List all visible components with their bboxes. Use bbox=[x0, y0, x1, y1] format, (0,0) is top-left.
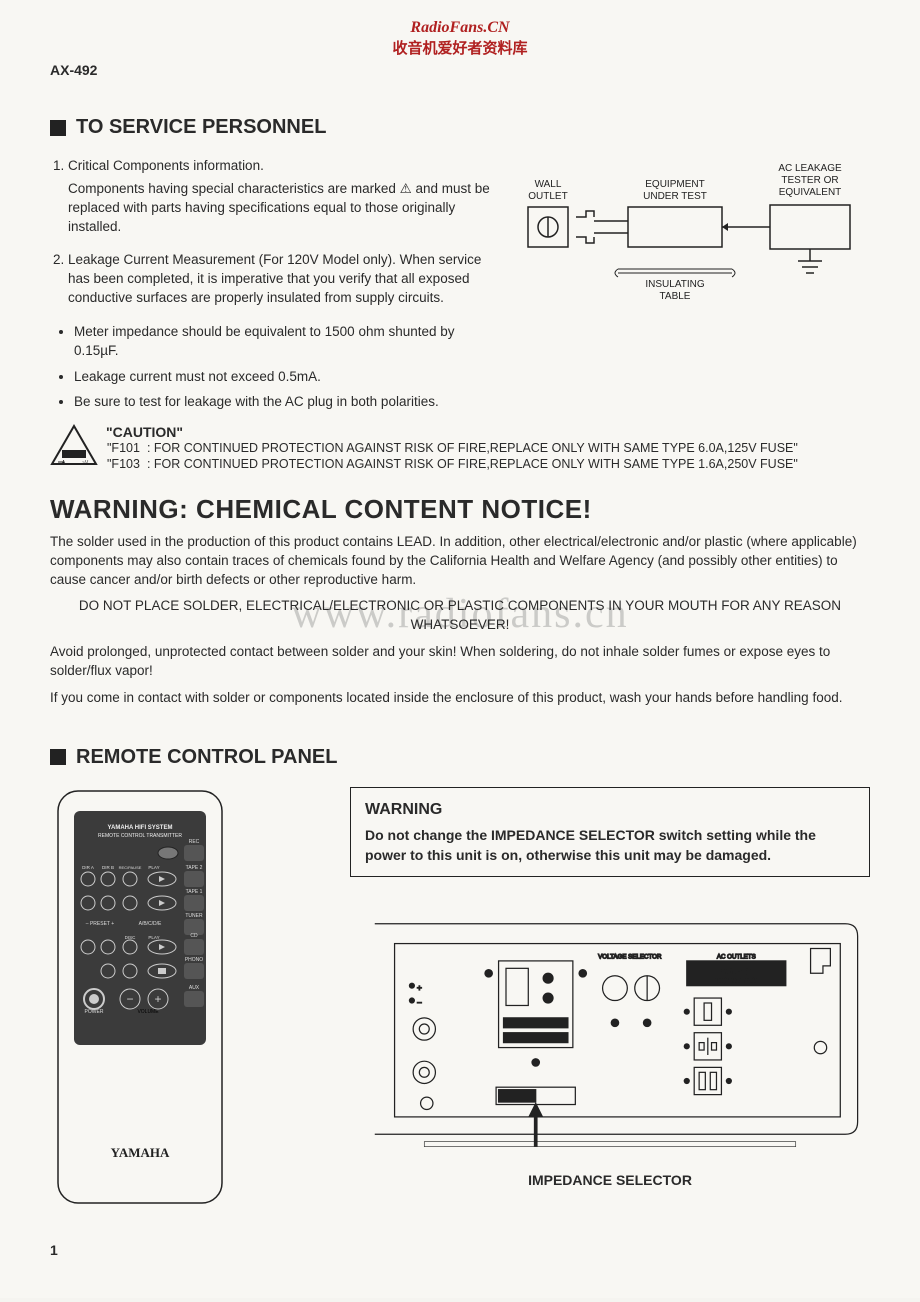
remote-r2-l4: PLAY bbox=[148, 865, 159, 870]
remote-r2-l2: DIR B bbox=[102, 865, 114, 870]
service-item-1-lead: Critical Components information. bbox=[68, 158, 264, 173]
rear-label-switched: SWITCHED bbox=[721, 969, 751, 975]
service-ordered-list: Critical Components information. Compone… bbox=[50, 157, 490, 307]
diagram-label-outlet: OUTLET bbox=[528, 191, 567, 202]
service-bullet-3: Be sure to test for leakage with the AC … bbox=[74, 392, 490, 412]
caution-f101-ref: "F101 bbox=[106, 440, 146, 456]
section-service-heading: TO SERVICE PERSONNEL bbox=[50, 116, 870, 139]
chemical-notice-heading: WARNING: CHEMICAL CONTENT NOTICE! bbox=[50, 494, 870, 525]
svg-text:~V: ~V bbox=[82, 460, 89, 466]
notice-p1: The solder used in the production of thi… bbox=[50, 533, 870, 590]
diagram-label-undertest: UNDER TEST bbox=[643, 191, 707, 202]
remote-r2-l1: DIR A bbox=[82, 865, 94, 870]
service-bullet-2: Leakage current must not exceed 0.5mA. bbox=[74, 367, 490, 387]
impedance-selector-label: IMPEDANCE SELECTOR bbox=[350, 1172, 870, 1188]
caution-row-f101: "F101 : FOR CONTINUED PROTECTION AGAINST… bbox=[106, 440, 804, 456]
remote-row: YAMAHA HIFI SYSTEM REMOTE CONTROL TRANSM… bbox=[50, 787, 870, 1212]
remote-r4-mid: A/B/C/D/E bbox=[139, 921, 162, 927]
caution-text: "CAUTION" "F101 : FOR CONTINUED PROTECTI… bbox=[106, 424, 804, 472]
remote-r4-left: – PRESET + bbox=[86, 921, 114, 927]
service-item-2: Leakage Current Measurement (For 120V Mo… bbox=[68, 251, 490, 308]
section-remote-heading: REMOTE CONTROL PANEL bbox=[50, 746, 870, 769]
caution-table: "F101 : FOR CONTINUED PROTECTION AGAINST… bbox=[106, 440, 804, 472]
remote-brand-bottom: YAMAHA bbox=[111, 1145, 170, 1160]
rear-panel-svg: + − VOLTAGE SEL bbox=[350, 899, 870, 1159]
svg-text:−: − bbox=[126, 992, 133, 1006]
remote-svg: YAMAHA HIFI SYSTEM REMOTE CONTROL TRANSM… bbox=[50, 787, 230, 1207]
watermark-header: RadioFans.CN 收音机爱好者资料库 bbox=[50, 18, 870, 58]
notice-p2-wrap: DO NOT PLACE SOLDER, ELECTRICAL/ELECTRON… bbox=[50, 597, 870, 635]
notice-p4: If you come in contact with solder or co… bbox=[50, 689, 870, 708]
impedance-warning-box: WARNING Do not change the IMPEDANCE SELE… bbox=[350, 787, 870, 877]
page: RadioFans.CN 收音机爱好者资料库 AX-492 TO SERVICE… bbox=[0, 0, 920, 1298]
caution-block: ~A ~V "CAUTION" "F101 : FOR CONTINUED PR… bbox=[50, 424, 870, 472]
service-bullet-1: Meter impedance should be equivalent to … bbox=[74, 322, 490, 361]
caution-f101-text: : FOR CONTINUED PROTECTION AGAINST RISK … bbox=[146, 440, 804, 456]
service-two-column: Critical Components information. Compone… bbox=[50, 157, 870, 417]
caution-f103-ref: "F103 bbox=[106, 456, 146, 472]
service-item-1-body: Components having special characteristic… bbox=[68, 180, 490, 237]
page-number: 1 bbox=[50, 1242, 870, 1258]
impedance-warning-title: WARNING bbox=[365, 798, 855, 821]
chemical-notice-body: The solder used in the production of thi… bbox=[50, 533, 870, 708]
remote-label-rec: REC bbox=[189, 839, 200, 845]
rear-label-outlets: AC OUTLETS bbox=[717, 953, 756, 960]
rear-label-max: 100W MAX. TOTAL bbox=[715, 978, 758, 984]
section-service-text: TO SERVICE PERSONNEL bbox=[76, 116, 326, 139]
caution-triangle-icon: ~A ~V bbox=[50, 424, 98, 472]
diagram-label-acleak: AC LEAKAGE bbox=[778, 163, 842, 174]
leakage-diagram-svg: WALL OUTLET EQUIPMENT UNDER TEST AC LEAK… bbox=[510, 157, 870, 327]
remote-control-illustration: YAMAHA HIFI SYSTEM REMOTE CONTROL TRANSM… bbox=[50, 787, 310, 1212]
diagram-label-insulating: INSULATING bbox=[645, 279, 704, 290]
service-item-1: Critical Components information. Compone… bbox=[68, 157, 490, 237]
remote-r2-l3: REC/PAUSE bbox=[119, 865, 142, 870]
rear-label-voltage: VOLTAGE SELECTOR bbox=[598, 953, 662, 960]
diagram-label-wall: WALL bbox=[535, 179, 562, 190]
svg-text:−: − bbox=[417, 997, 422, 1007]
remote-label-volume: VOLUME bbox=[137, 1009, 159, 1015]
diagram-label-tester: TESTER OR bbox=[781, 175, 838, 186]
remote-r4-right: TUNER bbox=[185, 913, 203, 919]
caution-row-f103: "F103 : FOR CONTINUED PROTECTION AGAINST… bbox=[106, 456, 804, 472]
model-number: AX-492 bbox=[50, 62, 870, 78]
remote-r5-l4: PLAY bbox=[148, 935, 159, 940]
caution-title: "CAUTION" bbox=[106, 424, 804, 440]
section-remote-text: REMOTE CONTROL PANEL bbox=[76, 746, 337, 769]
diagram-label-table: TABLE bbox=[660, 291, 691, 302]
service-left-column: Critical Components information. Compone… bbox=[50, 157, 490, 417]
diagram-label-equiv: EQUIVALENT bbox=[779, 187, 842, 198]
remote-brand-top2: REMOTE CONTROL TRANSMITTER bbox=[98, 833, 182, 839]
notice-p3: Avoid prolonged, unprotected contact bet… bbox=[50, 643, 870, 681]
service-bullet-list: Meter impedance should be equivalent to … bbox=[56, 322, 490, 412]
remote-r3-right: TAPE 1 bbox=[186, 889, 203, 895]
watermark-line2: 收音机爱好者资料库 bbox=[50, 39, 870, 59]
remote-r7-right: AUX bbox=[189, 985, 200, 991]
diagram-label-equipment: EQUIPMENT bbox=[645, 179, 704, 190]
notice-p2: DO NOT PLACE SOLDER, ELECTRICAL/ELECTRON… bbox=[50, 597, 870, 635]
impedance-warning-body: Do not change the IMPEDANCE SELECTOR swi… bbox=[365, 825, 855, 866]
svg-text:+: + bbox=[417, 982, 422, 992]
watermark-line1: RadioFans.CN bbox=[50, 18, 870, 39]
remote-r5-right: CD bbox=[190, 933, 198, 939]
svg-text:+: + bbox=[154, 992, 161, 1006]
remote-brand-top1: YAMAHA HIFI SYSTEM bbox=[108, 825, 173, 831]
remote-r5-l3: DISC bbox=[125, 935, 137, 940]
caution-f103-text: : FOR CONTINUED PROTECTION AGAINST RISK … bbox=[146, 456, 804, 472]
panel-column: WARNING Do not change the IMPEDANCE SELE… bbox=[350, 787, 870, 1188]
leakage-diagram: WALL OUTLET EQUIPMENT UNDER TEST AC LEAK… bbox=[510, 157, 870, 332]
remote-r6-right: PHONO bbox=[185, 957, 203, 963]
svg-text:~A: ~A bbox=[59, 460, 66, 466]
remote-r2-right: TAPE 2 bbox=[186, 865, 203, 871]
